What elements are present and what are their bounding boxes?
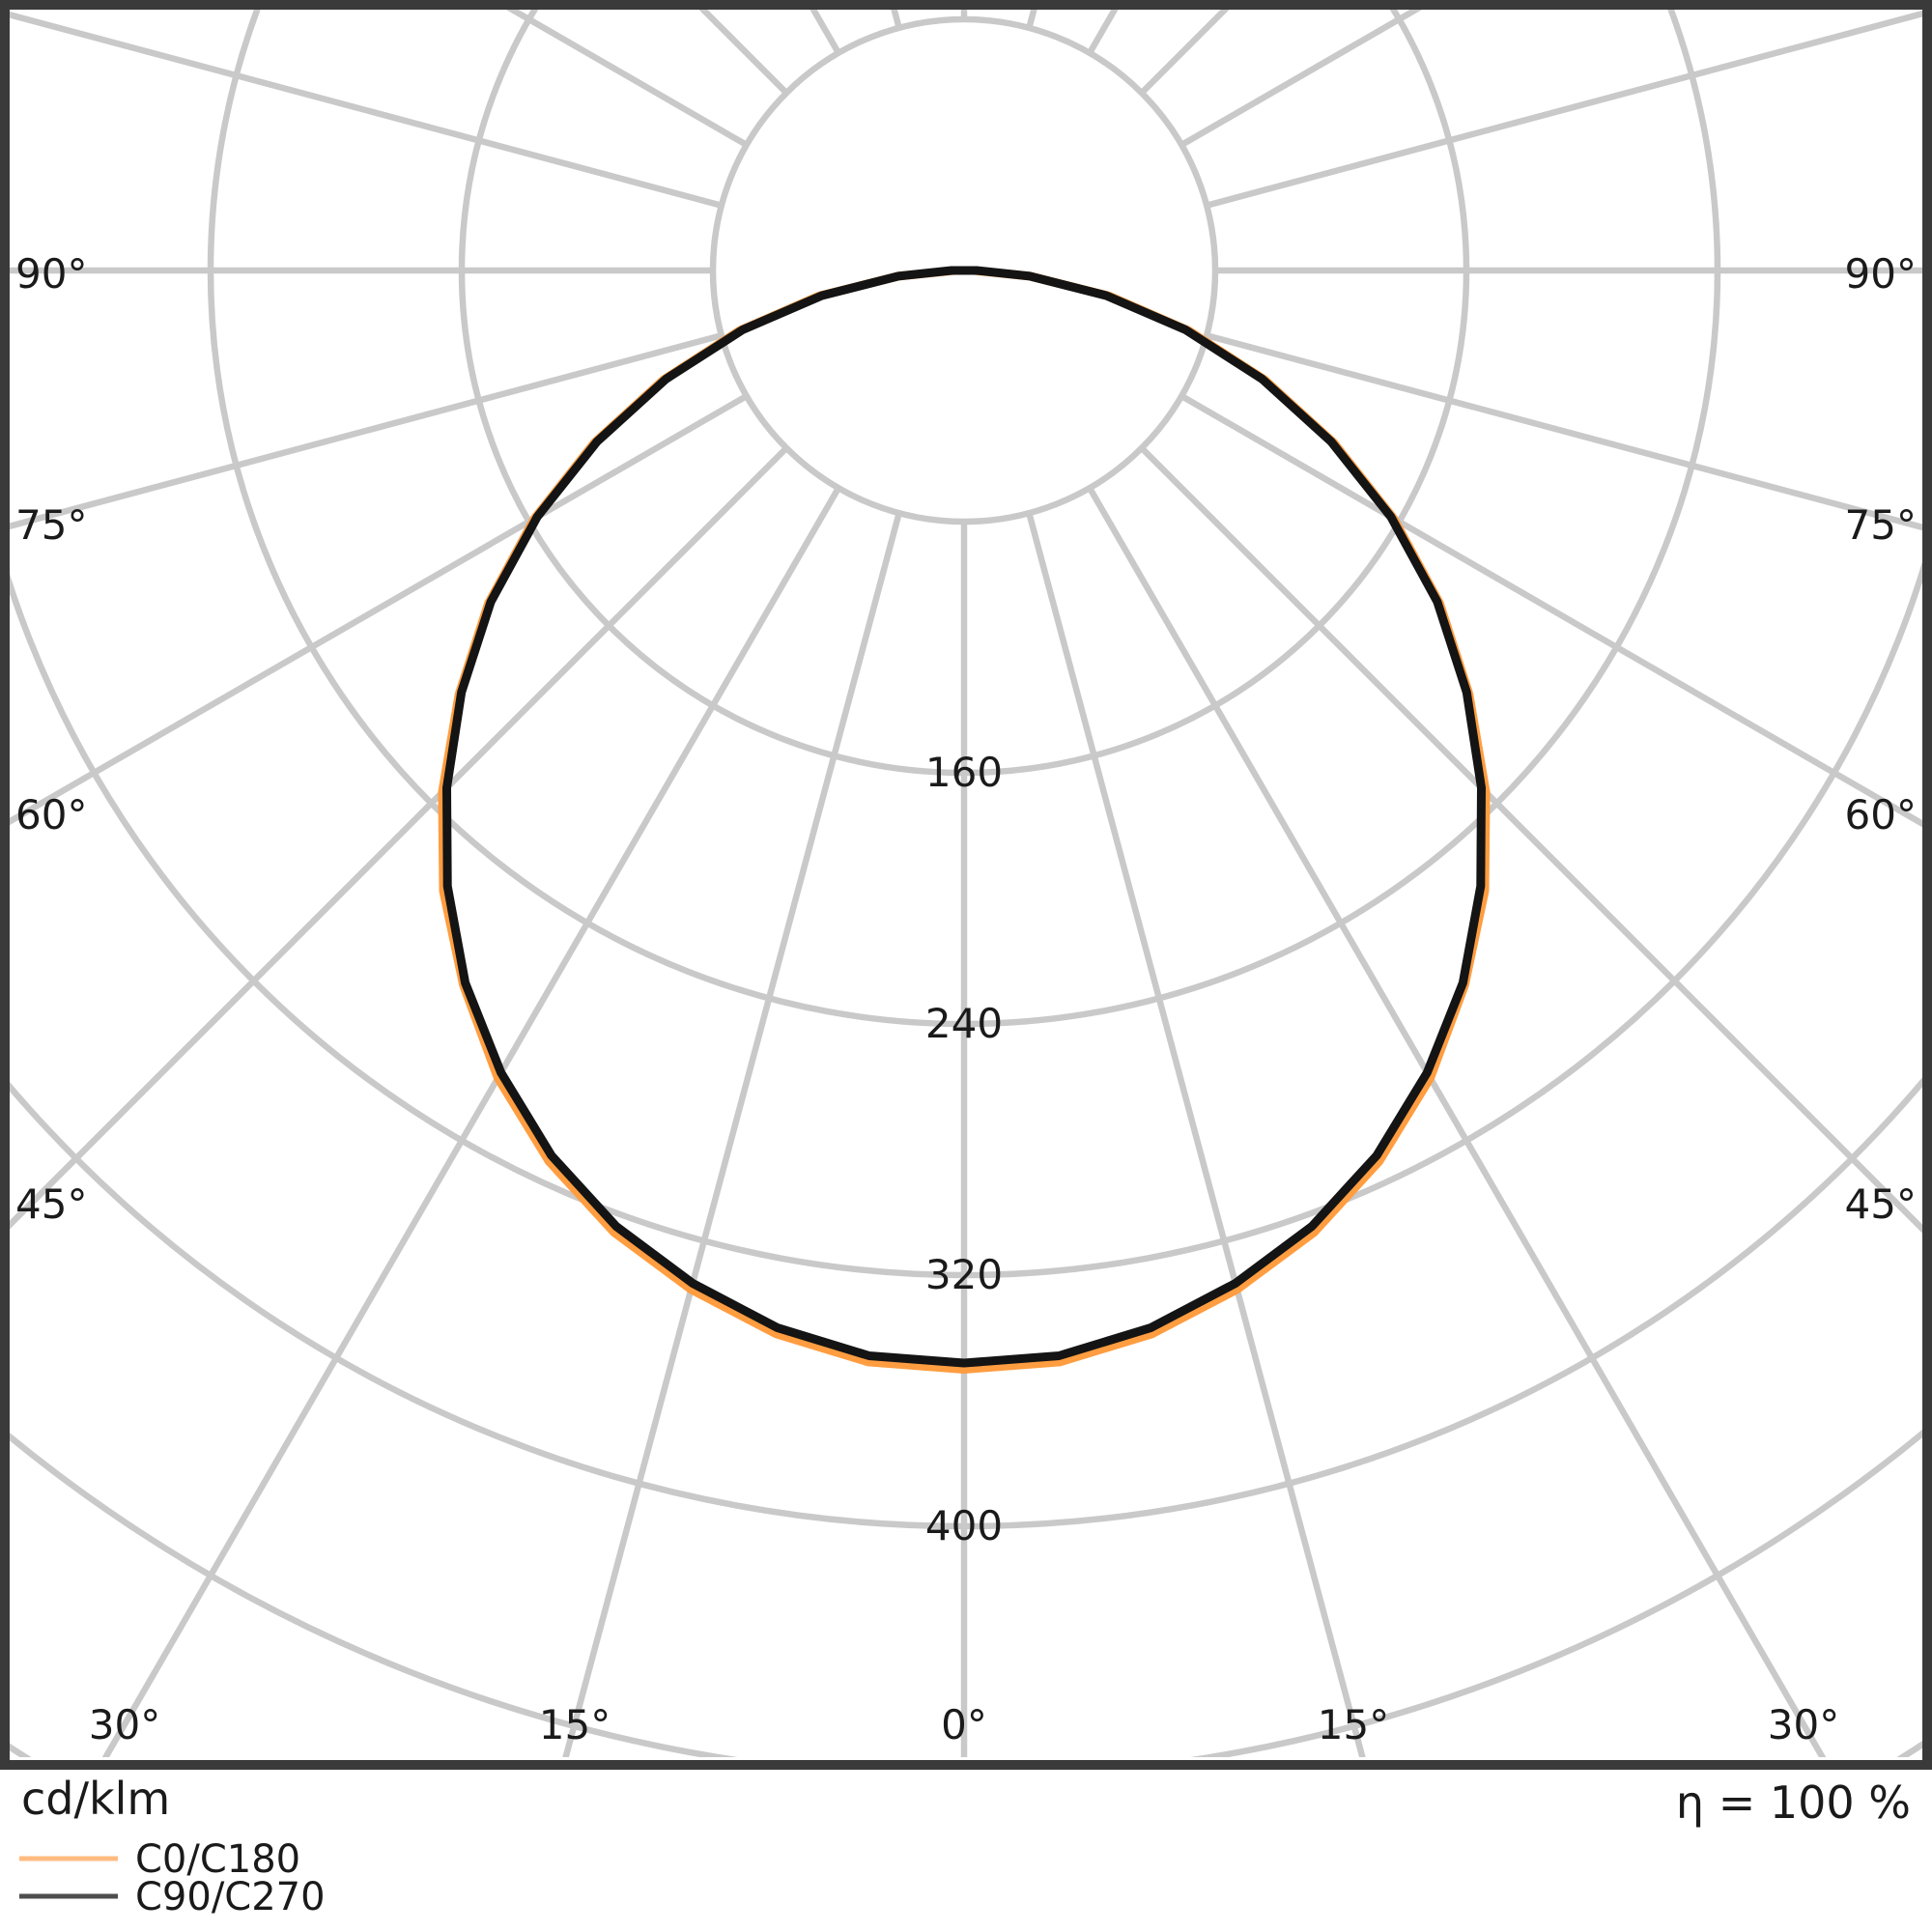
grid-spoke-135deg: [1139, 9, 1231, 96]
grid-spoke-45deg: [1139, 445, 1923, 1235]
grid-spoke-75deg: [1206, 332, 1923, 531]
angle-label-bottom-3-15°: 15°: [1318, 1701, 1389, 1748]
grid-spoke-315deg: [9, 445, 789, 1231]
grid-spoke-105deg: [1206, 10, 1923, 209]
angle-label-bottom-4-30°: 30°: [1768, 1701, 1839, 1748]
angle-label-right-90°: 90°: [1845, 250, 1917, 298]
angle-label-right-60°: 60°: [1845, 791, 1917, 838]
grid-spoke-285deg: [9, 332, 723, 530]
grid-spoke-60deg: [1179, 393, 1923, 829]
efficiency-label: η = 100 %: [1676, 1776, 1911, 1829]
angle-label-right-75°: 75°: [1845, 501, 1917, 549]
legend: C0/C180 C90/C270: [19, 1837, 326, 1919]
ring-label-240: 240: [925, 1000, 1003, 1047]
grid-spoke-240deg: [504, 9, 749, 148]
angle-label-left-45°: 45°: [15, 1180, 87, 1228]
angle-label-bottom-1-15°: 15°: [539, 1701, 611, 1748]
intensity-curves: [438, 266, 1491, 1374]
grid-spoke-300deg: [9, 393, 749, 826]
angle-label-bottom-2-0°: 0°: [941, 1701, 987, 1748]
angle-label-bottom-0-30°: 30°: [89, 1701, 160, 1748]
legend-label-c90: C90/C270: [135, 1875, 326, 1919]
angle-label-left-90°: 90°: [15, 250, 87, 298]
legend-label-c0: C0/C180: [135, 1837, 300, 1882]
grid-spoke-345deg: [562, 512, 902, 1757]
grid-spoke-255deg: [9, 11, 723, 209]
ring-label-160: 160: [925, 749, 1003, 796]
plot-frame: [0, 0, 1932, 1770]
angle-label-left-60°: 60°: [15, 791, 87, 838]
grid-spoke-120deg: [1179, 9, 1424, 148]
unit-label: cd/klm: [21, 1773, 170, 1825]
ring-label-320: 320: [925, 1251, 1003, 1298]
grid-labels: 90° 90° 75° 75° 60° 60° 45° 45° 30° 15° 0° 15° 30° 16…: [15, 250, 1917, 1748]
angle-label-right-45°: 45°: [1845, 1180, 1917, 1228]
grid-spoke-330deg: [101, 486, 841, 1757]
curve-c90-c270: [442, 266, 1486, 1368]
ring-label-400: 400: [925, 1502, 1003, 1549]
angle-label-left-75°: 75°: [15, 501, 87, 549]
grid-spoke-15deg: [1026, 512, 1366, 1757]
grid-spoke-30deg: [1087, 486, 1827, 1757]
